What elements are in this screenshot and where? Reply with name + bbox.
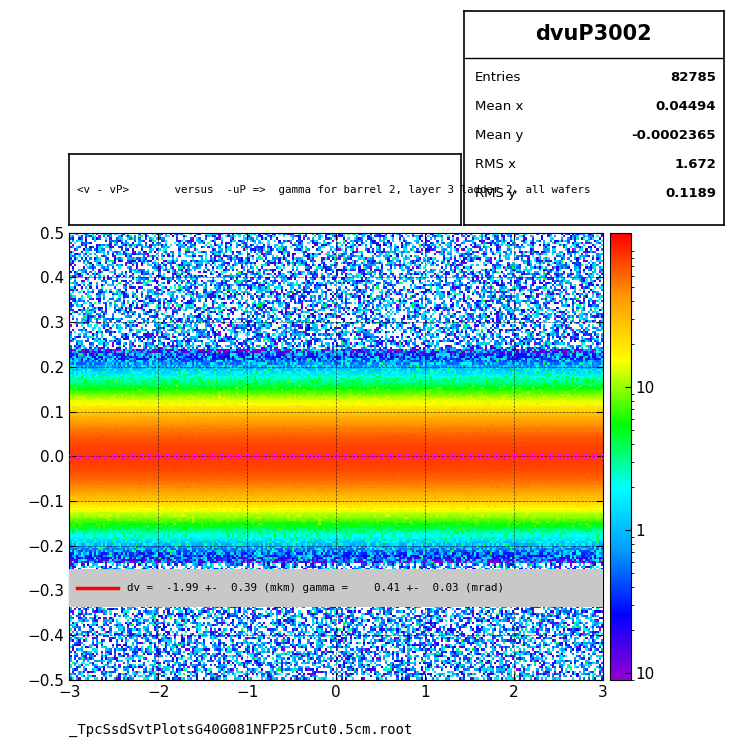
Text: dv =  -1.99 +-  0.39 (mkm) gamma =    0.41 +-  0.03 (mrad): dv = -1.99 +- 0.39 (mkm) gamma = 0.41 +-… bbox=[127, 583, 504, 593]
Text: <v - vP>       versus  -uP =>  gamma for barrel 2, layer 3 ladder 2, all wafers: <v - vP> versus -uP => gamma for barrel … bbox=[77, 185, 591, 195]
Text: 0.04494: 0.04494 bbox=[656, 100, 716, 113]
Text: 1.672: 1.672 bbox=[674, 158, 716, 171]
Text: _TpcSsdSvtPlotsG40G081NFP25rCut0.5cm.root: _TpcSsdSvtPlotsG40G081NFP25rCut0.5cm.roo… bbox=[69, 723, 413, 737]
Text: 0.1189: 0.1189 bbox=[665, 187, 716, 200]
Bar bbox=[69, 569, 603, 607]
Text: RMS x: RMS x bbox=[474, 158, 515, 171]
Text: Entries: Entries bbox=[474, 71, 521, 84]
Text: Mean y: Mean y bbox=[474, 129, 523, 142]
Text: 82785: 82785 bbox=[670, 71, 716, 84]
Text: Mean x: Mean x bbox=[474, 100, 523, 113]
Text: -0.0002365: -0.0002365 bbox=[632, 129, 716, 142]
Text: RMS y: RMS y bbox=[474, 187, 515, 200]
Text: dvuP3002: dvuP3002 bbox=[536, 24, 652, 44]
